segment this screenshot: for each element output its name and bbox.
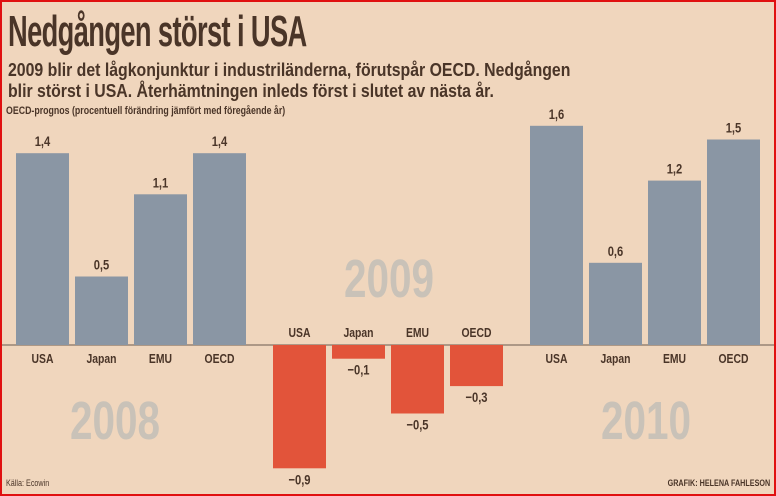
- category-label: EMU: [406, 326, 429, 340]
- category-label: EMU: [663, 352, 686, 366]
- category-label: USA: [32, 352, 54, 366]
- source-note: Källa: Ecowin: [6, 478, 50, 488]
- data-label: −0,3: [465, 390, 487, 405]
- chart-title: Nedgången störst i USA: [8, 7, 307, 56]
- bar-2010-oecd: [707, 139, 760, 345]
- bar-2010-emu: [648, 180, 701, 345]
- category-label: OECD: [718, 352, 748, 366]
- data-label: 1,5: [726, 120, 742, 135]
- bar-2010-japan: [589, 262, 642, 345]
- category-label: Japan: [343, 326, 373, 340]
- category-label: USA: [546, 352, 568, 366]
- data-label: −0,5: [406, 417, 428, 432]
- data-label: 1,2: [667, 161, 683, 176]
- category-label: Japan: [86, 352, 116, 366]
- year-label: 2008: [70, 391, 160, 451]
- bar-2009-japan: [332, 345, 385, 359]
- data-label: 1,4: [212, 134, 228, 149]
- data-label: 0,6: [608, 244, 624, 259]
- bar-2008-oecd: [193, 153, 246, 345]
- data-label: 1,6: [549, 107, 565, 122]
- bar-2009-usa: [273, 345, 326, 469]
- bar-2008-japan: [75, 276, 128, 345]
- data-label: 0,5: [94, 257, 110, 272]
- bar-2009-oecd: [450, 345, 503, 387]
- bar-2008-emu: [134, 194, 187, 345]
- subtitle-line: 2009 blir det lågkonjunktur i industrilä…: [8, 60, 571, 80]
- data-label: −0,9: [288, 472, 310, 487]
- data-label: 1,1: [153, 175, 169, 190]
- data-label: 1,4: [35, 134, 51, 149]
- category-label: OECD: [204, 352, 234, 366]
- category-label: EMU: [149, 352, 172, 366]
- category-label: USA: [289, 326, 311, 340]
- category-label: OECD: [461, 326, 491, 340]
- category-label: Japan: [600, 352, 630, 366]
- year-label: 2009: [344, 249, 434, 309]
- credit-note: GRAFIK: HELENA FAHLESON: [667, 478, 770, 488]
- chart-subtitle: 2009 blir det lågkonjunktur i industrilä…: [8, 60, 570, 102]
- bar-2010-usa: [530, 125, 583, 345]
- bar-2009-emu: [391, 345, 444, 414]
- y-axis-label: OECD-prognos (procentuell förändring jäm…: [6, 105, 286, 117]
- year-label: 2010: [601, 391, 691, 451]
- subtitle-line: blir störst i USA. Återhämtningen inleds…: [8, 81, 494, 101]
- data-label: −0,1: [347, 363, 369, 378]
- bar-2008-usa: [16, 153, 69, 345]
